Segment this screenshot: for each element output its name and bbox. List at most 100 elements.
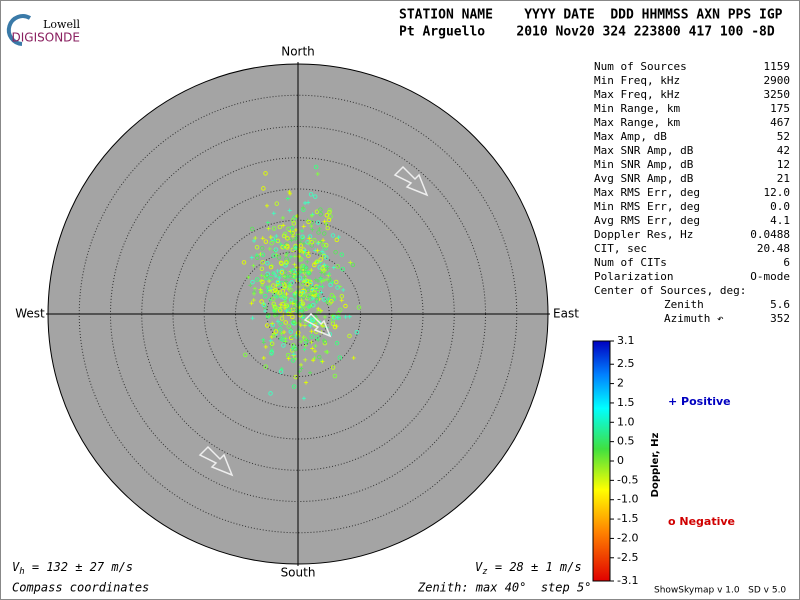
- stat-label: CIT, sec: [594, 242, 647, 255]
- source-dot: [282, 274, 287, 279]
- colorbar-tick-label: 1.0: [617, 415, 635, 428]
- source-dot: [290, 301, 295, 306]
- source-dot: [303, 201, 308, 206]
- stat-label: Max Freq, kHz: [594, 88, 680, 101]
- skymap: [46, 62, 550, 566]
- source-dot: [298, 323, 303, 328]
- source-dot: [308, 284, 313, 289]
- source-dot: [318, 276, 323, 281]
- source-dot: [289, 225, 295, 231]
- source-dot: [281, 223, 286, 228]
- source-dot: [254, 245, 260, 250]
- source-dot: [251, 298, 256, 303]
- colorbar-tick-label: 0.5: [617, 435, 635, 448]
- source-dot: [278, 242, 283, 247]
- source-dot: [322, 278, 327, 283]
- source-dot: [324, 255, 329, 260]
- center-label: Zenith: [664, 298, 704, 311]
- source-dot: [262, 293, 268, 299]
- source-dot: [302, 336, 307, 342]
- source-dot: [279, 270, 285, 275]
- source-dot: [283, 299, 288, 304]
- source-dot: [314, 314, 319, 319]
- source-dot: [329, 293, 335, 298]
- source-dot: [325, 277, 330, 282]
- source-dot: [334, 237, 340, 243]
- source-dot: [302, 347, 307, 352]
- stat-value: 12: [777, 158, 790, 171]
- stat-label: Min RMS Err, deg: [594, 200, 700, 213]
- source-dot: [306, 219, 311, 225]
- source-dot: [308, 323, 313, 328]
- source-dot: [301, 224, 306, 229]
- source-dot: [310, 296, 315, 301]
- source-dot: [285, 251, 290, 256]
- velocity-h: Vh = 132 ± 27 m/s: [12, 560, 133, 577]
- source-dot: [326, 217, 332, 223]
- source-dot: [316, 240, 321, 245]
- source-dot: [292, 254, 297, 259]
- source-dot: [282, 244, 287, 250]
- source-dot: [335, 285, 340, 290]
- source-dot: [299, 257, 304, 262]
- colorbar-tick-label: 0: [617, 454, 624, 467]
- source-dot: [293, 290, 298, 295]
- source-dot: [293, 299, 298, 304]
- source-dot: [348, 260, 353, 265]
- source-dot: [265, 289, 270, 294]
- source-dot: [252, 291, 257, 296]
- source-dot: [259, 266, 265, 271]
- source-dot: [290, 314, 295, 320]
- source-dot: [283, 263, 288, 268]
- source-dot: [321, 238, 326, 243]
- source-dot: [299, 298, 304, 303]
- center-value: 352: [770, 312, 790, 325]
- source-dot: [318, 251, 323, 256]
- source-dot: [290, 358, 296, 363]
- header-line: Pt Arguello 2010 Nov20 324 223800 417 10…: [399, 25, 775, 40]
- source-dot: [286, 324, 291, 329]
- colorbar: 3.1 2.5 2 1.5 1.0 0.5 0 -0.5 -1.0 -1.5 -2.0 -2.5 -3.…: [592, 334, 638, 587]
- source-dot: [313, 343, 318, 348]
- source-dot: [280, 337, 286, 343]
- source-dot: [316, 293, 321, 298]
- stat-value: 3250: [764, 88, 791, 101]
- source-dot: [327, 208, 333, 213]
- source-dot: [284, 303, 289, 308]
- source-dot: [335, 315, 340, 320]
- source-dot: [259, 245, 265, 251]
- source-dot: [314, 259, 320, 264]
- source-dot: [288, 300, 293, 305]
- source-dot: [318, 257, 323, 262]
- source-dot: [285, 196, 290, 201]
- source-dot: [306, 200, 311, 205]
- source-dot: [260, 252, 266, 257]
- source-dot: [296, 327, 301, 332]
- source-dot: [275, 294, 280, 299]
- logo-top: Lowell: [43, 18, 80, 31]
- source-dot: [292, 305, 297, 311]
- source-dot: [278, 369, 284, 374]
- source-dot: [288, 273, 293, 279]
- source-dot: [261, 302, 266, 307]
- source-dot: [326, 297, 331, 302]
- stat-label: Max Amp, dB: [594, 130, 667, 143]
- source-dot: [287, 189, 292, 194]
- source-dot: [315, 335, 320, 340]
- source-dot: [354, 329, 360, 335]
- source-dot: [273, 287, 278, 293]
- source-dot: [322, 231, 327, 236]
- source-dot: [309, 318, 315, 323]
- source-dot: [289, 327, 294, 332]
- source-dot: [331, 265, 336, 270]
- source-dot: [246, 275, 251, 280]
- source-dot: [254, 277, 260, 282]
- stat-label: Max Range, km: [594, 116, 680, 129]
- source-dot: [316, 338, 321, 343]
- source-dot: [273, 329, 279, 334]
- source-dot: [267, 279, 272, 284]
- source-dot: [273, 288, 279, 294]
- source-dot: [270, 321, 275, 326]
- source-dot: [276, 273, 282, 278]
- source-dot: [283, 320, 288, 325]
